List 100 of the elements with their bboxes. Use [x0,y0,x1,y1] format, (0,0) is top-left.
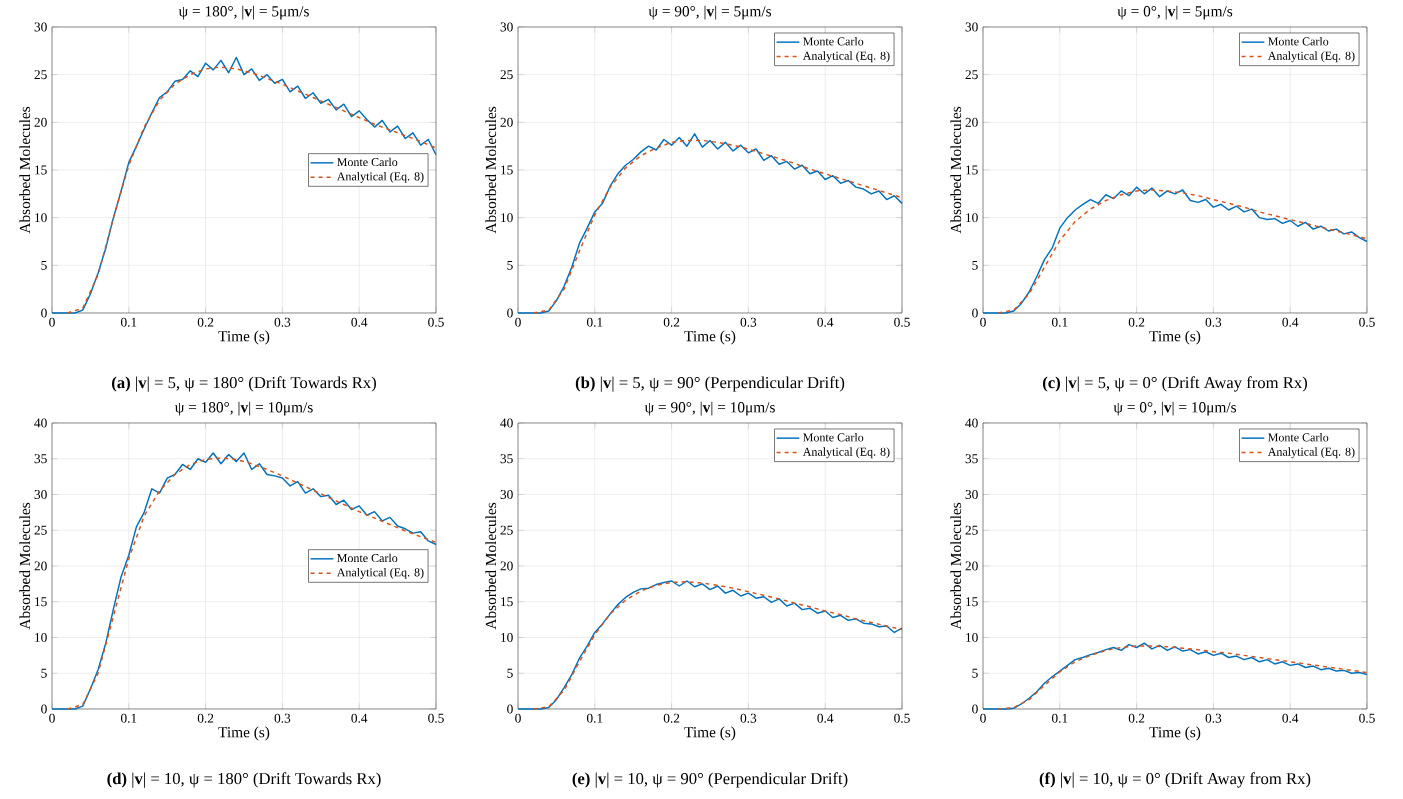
y-tick-label: 35 [965,454,978,464]
y-tick-label: 20 [500,561,513,571]
x-tick-label: 0.3 [274,713,291,723]
y-tick-label: 0 [41,704,47,714]
x-tick-label: 0.1 [586,713,603,723]
y-tick-label: 0 [41,308,47,318]
legend-label: Analytical (Eq. 8) [802,51,890,63]
y-tick-label: 5 [41,260,47,270]
legend-label: Monte Carlo [337,157,398,167]
x-tick-label: 0 [515,713,521,723]
y-tick-label: 25 [34,525,47,535]
y-tick-label: 35 [500,454,513,464]
x-axis-title: Time (s) [1149,330,1201,345]
y-tick-label: 0 [972,704,978,714]
x-tick-label: 0.5 [1359,713,1375,723]
legend-label: Monte Carlo [337,553,398,563]
x-tick-label: 0.5 [1359,317,1375,327]
x-axis-title: Time (s) [1149,726,1201,741]
y-tick-label: 10 [966,213,978,223]
x-tick-label: 0 [980,713,986,723]
x-tick-label: 0.2 [663,317,680,327]
y-tick-label: 20 [34,561,47,571]
y-tick-label: 10 [35,632,47,642]
y-tick-label: 5 [972,668,978,678]
y-tick-label: 40 [965,418,978,428]
y-tick-label: 30 [965,489,978,499]
y-tick-label: 40 [500,418,513,428]
x-tick-label: 0.5 [428,713,444,723]
y-tick-label: 5 [41,668,47,678]
x-tick-label: 0.2 [663,713,680,723]
x-tick-label: 0.4 [1282,317,1299,327]
y-tick-label: 15 [35,165,47,175]
y-tick-label: 15 [35,597,47,607]
y-tick-label: 10 [501,213,513,223]
legend-label: Analytical (Eq. 8) [1267,51,1355,63]
chart-title: ψ = 90°, |v| = 10μm/s [644,401,775,416]
y-tick-label: 5 [507,260,513,270]
y-tick-label: 30 [500,22,513,32]
text: (e) |v| = 10, ψ = 90° (Perpendicular Drift) [572,772,848,788]
x-tick-label: 0.1 [1051,317,1068,327]
y-tick-label: 0 [507,308,513,318]
chart-title: ψ = 90°, |v| = 5μm/s [648,5,772,20]
y-tick-label: 0 [972,308,978,318]
x-tick-label: 0.2 [197,317,214,327]
x-axis-title: Time (s) [684,330,736,345]
x-tick-label: 0.4 [817,713,834,723]
y-tick-label: 15 [966,165,978,175]
x-tick-label: 0.4 [817,317,834,327]
y-axis-title: Absorbed Molecules [950,502,962,630]
x-tick-label: 0.2 [1128,713,1145,723]
x-tick-label: 0.3 [740,713,757,723]
y-axis-title: Absorbed Molecules [950,106,962,234]
y-tick-label: 15 [501,597,513,607]
y-tick-label: 10 [966,632,978,642]
y-tick-label: 25 [34,70,47,80]
chart-title: ψ = 0°, |v| = 5μm/s [1117,5,1233,20]
legend-label: Analytical (Eq. 8) [1267,447,1355,459]
x-tick-label: 0.2 [197,713,214,723]
x-tick-label: 0 [49,713,55,723]
text: (d) |v| = 10, ψ = 180° (Drift Towards Rx) [107,772,381,788]
y-tick-label: 35 [34,454,47,464]
chart-title: ψ = 180°, |v| = 10μm/s [174,401,313,416]
y-tick-label: 10 [501,632,513,642]
x-tick-label: 0 [980,317,986,327]
y-tick-label: 30 [34,22,47,32]
y-tick-label: 20 [965,561,978,571]
y-tick-label: 30 [965,22,978,32]
y-tick-label: 25 [500,70,513,80]
y-tick-label: 30 [500,489,513,499]
x-tick-label: 0 [49,317,55,327]
x-tick-label: 0.3 [1205,317,1222,327]
legend-label: Monte Carlo [803,36,864,46]
y-tick-label: 20 [965,117,978,127]
x-tick-label: 0.1 [120,713,137,723]
x-tick-label: 0.5 [894,317,910,327]
x-tick-label: 0.3 [1205,713,1222,723]
x-tick-label: 0.5 [428,317,444,327]
y-axis-title: Absorbed Molecules [19,106,31,234]
x-tick-label: 0.4 [351,317,368,327]
legend-label: Monte Carlo [803,432,864,442]
x-tick-label: 0.4 [351,713,368,723]
y-axis-title: Absorbed Molecules [485,106,497,234]
x-axis-title: Time (s) [684,726,736,741]
x-tick-label: 0.3 [740,317,757,327]
y-tick-label: 20 [34,117,47,127]
x-tick-label: 0 [515,317,521,327]
legend-label: Analytical (Eq. 8) [336,567,424,579]
x-tick-label: 0.5 [894,713,910,723]
x-axis-title: Time (s) [218,330,270,345]
legend-label: Monte Carlo [1268,36,1329,46]
x-axis-title: Time (s) [218,726,270,741]
y-tick-label: 0 [507,704,513,714]
y-tick-label: 15 [966,597,978,607]
y-axis-title: Absorbed Molecules [485,502,497,630]
y-tick-label: 10 [35,213,47,223]
legend-label: Monte Carlo [1268,432,1329,442]
y-tick-label: 30 [34,489,47,499]
text: (f) |v| = 10, ψ = 0° (Drift Away from Rx) [1039,772,1311,788]
text: (c) |v| = 5, ψ = 0° (Drift Away from Rx) [1042,376,1308,392]
y-tick-label: 40 [34,418,47,428]
